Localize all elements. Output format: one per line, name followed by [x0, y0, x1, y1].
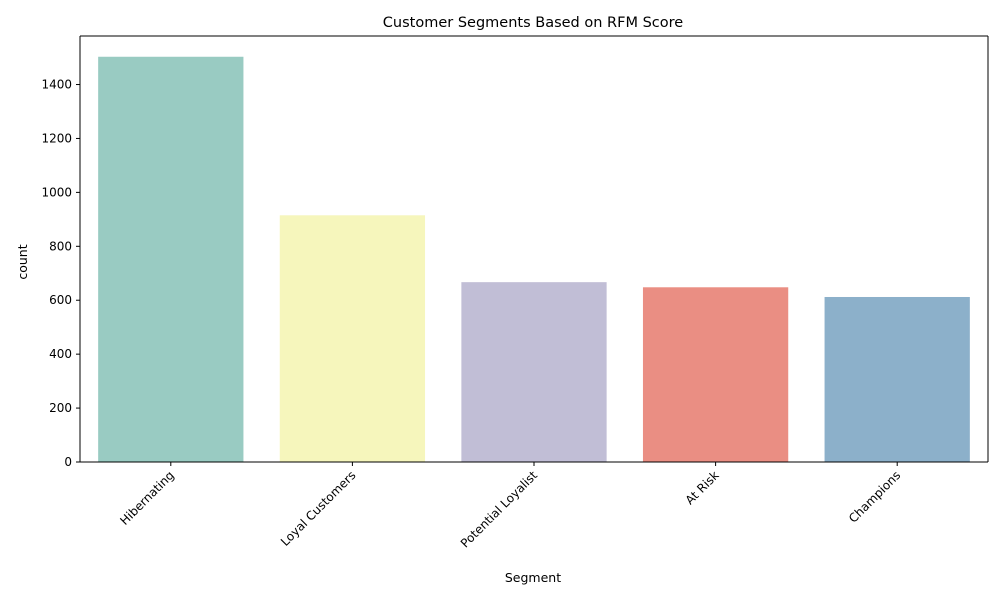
- x-axis-label: Segment: [505, 570, 561, 585]
- y-tick-label: 1000: [41, 185, 72, 199]
- y-tick-label: 1400: [41, 78, 72, 92]
- bar-champions: [824, 296, 970, 462]
- x-axis: Hibernating Loyal Customers Potential Loya…: [117, 462, 903, 550]
- x-tick-label: Loyal Customers: [278, 468, 359, 549]
- y-axis: 0 200 400 600 800 1000 1200 1400: [41, 78, 80, 469]
- bar-loyal-customers: [279, 215, 426, 462]
- bar-at-risk: [642, 287, 789, 462]
- y-tick-label: 200: [49, 401, 72, 415]
- bar-potential-loyalist: [461, 282, 607, 462]
- x-tick-label: Potential Loyalist: [458, 468, 540, 550]
- y-tick-label: 0: [64, 455, 72, 469]
- y-tick-label: 800: [49, 239, 72, 253]
- bar-hibernating: [98, 56, 244, 462]
- y-tick-label: 400: [49, 347, 72, 361]
- x-tick-label: Champions: [846, 468, 903, 525]
- x-tick-label: At Risk: [683, 468, 722, 507]
- y-tick-label: 600: [49, 293, 72, 307]
- x-tick-label: Hibernating: [117, 468, 177, 528]
- chart-title: Customer Segments Based on RFM Score: [383, 15, 683, 31]
- y-axis-label: count: [15, 244, 30, 279]
- y-tick-label: 1200: [41, 131, 72, 145]
- bars-layer: [98, 56, 970, 462]
